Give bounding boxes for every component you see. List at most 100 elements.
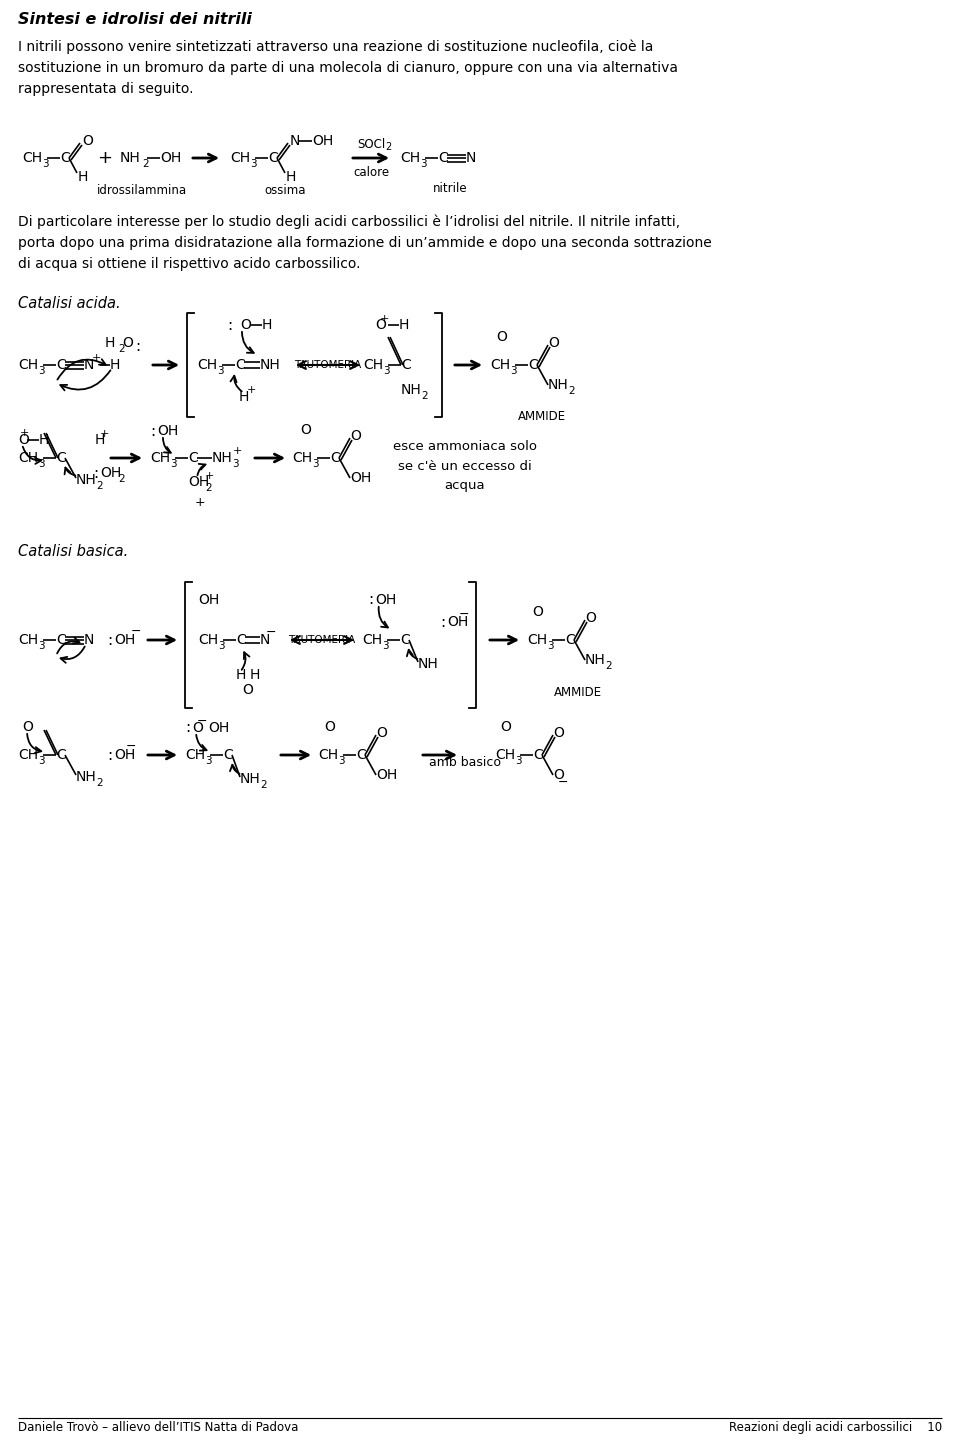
Text: TAUTOMERIA: TAUTOMERIA (295, 360, 362, 370)
Text: OH: OH (160, 150, 181, 165)
Text: 3: 3 (420, 159, 426, 169)
Text: CH: CH (230, 150, 251, 165)
Text: OH: OH (376, 768, 397, 782)
Text: SOCl: SOCl (357, 137, 385, 150)
Text: NH: NH (212, 451, 232, 466)
Text: CH: CH (22, 150, 42, 165)
Text: CH: CH (150, 451, 170, 466)
Text: +: + (19, 428, 29, 438)
Text: H: H (399, 318, 409, 333)
Text: OH: OH (208, 722, 229, 735)
Text: H: H (105, 335, 115, 350)
Text: O: O (553, 726, 564, 740)
Text: 3: 3 (250, 159, 256, 169)
Text: 3: 3 (170, 458, 177, 469)
Text: O: O (585, 612, 596, 625)
Text: O: O (548, 335, 559, 350)
Text: H: H (95, 432, 106, 447)
Text: 2: 2 (205, 483, 211, 493)
Text: −: − (558, 775, 568, 788)
Text: O: O (82, 134, 93, 147)
Text: −: − (197, 714, 207, 727)
Text: OH: OH (375, 593, 396, 607)
Text: CH: CH (318, 748, 338, 762)
Text: Di particolare interesse per lo studio degli acidi carbossilici è l’idrolisi del: Di particolare interesse per lo studio d… (18, 215, 680, 230)
Text: +: + (195, 496, 205, 509)
Text: se c'è un eccesso di: se c'è un eccesso di (398, 460, 532, 473)
Text: C: C (528, 359, 538, 372)
Text: O: O (496, 330, 508, 344)
Text: esce ammoniaca solo: esce ammoniaca solo (393, 440, 537, 453)
Text: 3: 3 (38, 366, 44, 376)
Text: I nitrili possono venire sintetizzati attraverso una reazione di sostituzione nu: I nitrili possono venire sintetizzati at… (18, 39, 654, 55)
Text: +: + (99, 429, 108, 440)
Text: 2: 2 (96, 778, 103, 788)
Text: 3: 3 (547, 641, 554, 651)
Text: +: + (379, 314, 389, 324)
Text: TAUTOMERIA: TAUTOMERIA (288, 635, 355, 645)
Text: calore: calore (353, 165, 389, 178)
Text: 3: 3 (383, 366, 390, 376)
Text: 3: 3 (205, 756, 211, 766)
Text: sostituzione in un bromuro da parte di una molecola di cianuro, oppure con una v: sostituzione in un bromuro da parte di u… (18, 61, 678, 75)
Text: Catalisi acida.: Catalisi acida. (18, 296, 121, 311)
Text: CH: CH (18, 359, 38, 372)
Text: −: − (266, 626, 276, 639)
Text: CH: CH (198, 633, 218, 646)
Text: rappresentata di seguito.: rappresentata di seguito. (18, 82, 194, 95)
Text: :: : (93, 466, 98, 480)
Text: :: : (107, 632, 112, 648)
Text: OH: OH (100, 466, 121, 480)
Text: CH: CH (18, 451, 38, 466)
Text: AMMIDE: AMMIDE (518, 411, 566, 424)
Text: amb basico: amb basico (429, 755, 501, 768)
Text: O: O (192, 722, 203, 735)
Text: C: C (56, 633, 65, 646)
Text: 3: 3 (42, 159, 49, 169)
Text: C: C (56, 748, 65, 762)
Text: +: + (98, 149, 112, 166)
Text: porta dopo una prima disidratazione alla formazione di un’ammide e dopo una seco: porta dopo una prima disidratazione alla… (18, 236, 711, 250)
Text: C: C (330, 451, 340, 466)
Text: N: N (290, 134, 300, 147)
Text: CH: CH (18, 748, 38, 762)
Text: 3: 3 (382, 641, 389, 651)
Text: O: O (240, 318, 251, 333)
Text: +: + (204, 471, 214, 482)
Text: CH: CH (495, 748, 516, 762)
Text: N: N (260, 633, 271, 646)
Text: C: C (356, 748, 366, 762)
Text: C: C (60, 150, 70, 165)
Text: O: O (500, 720, 512, 735)
Text: OH: OH (114, 748, 135, 762)
Text: 3: 3 (38, 458, 44, 469)
Text: C: C (533, 748, 542, 762)
Text: CH: CH (362, 633, 382, 646)
Text: 2: 2 (142, 159, 149, 169)
Text: H: H (78, 171, 88, 184)
Text: ossima: ossima (264, 185, 305, 198)
Text: 2: 2 (421, 390, 427, 401)
Text: O: O (300, 424, 311, 437)
Text: di acqua si ottiene il rispettivo acido carbossilico.: di acqua si ottiene il rispettivo acido … (18, 257, 361, 270)
Text: CH: CH (527, 633, 547, 646)
Text: −: − (131, 625, 141, 638)
Text: C: C (56, 359, 65, 372)
Text: CH: CH (400, 150, 420, 165)
Text: C: C (56, 451, 65, 466)
Text: C: C (235, 359, 245, 372)
Text: NH: NH (585, 654, 606, 667)
Text: NH: NH (76, 473, 97, 487)
Text: N: N (84, 359, 94, 372)
Text: acqua: acqua (444, 480, 486, 493)
Text: OH: OH (447, 615, 468, 629)
Text: 3: 3 (38, 641, 44, 651)
Text: C: C (565, 633, 575, 646)
Text: N: N (466, 150, 476, 165)
Text: NH: NH (120, 150, 141, 165)
Text: 2: 2 (605, 661, 612, 671)
Text: idrossilammina: idrossilammina (97, 185, 187, 198)
Text: 2: 2 (385, 142, 392, 152)
Text: 3: 3 (217, 366, 224, 376)
Text: :: : (185, 720, 190, 736)
